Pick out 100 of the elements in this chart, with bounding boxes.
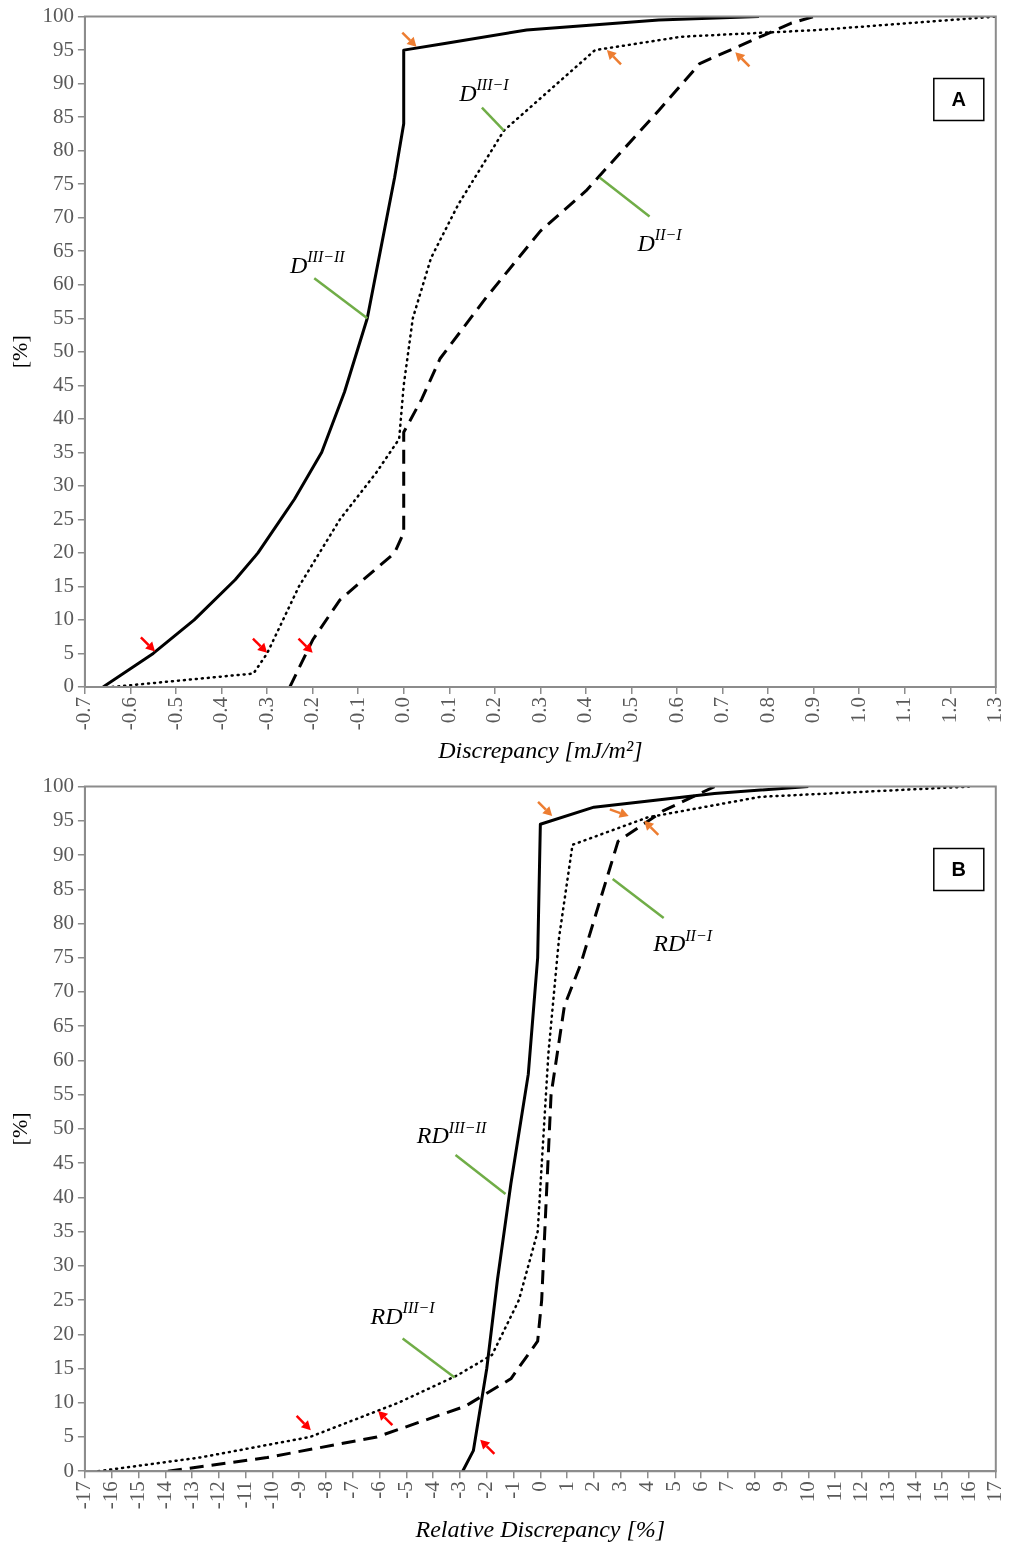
x-tick-label: -1 bbox=[500, 1481, 525, 1499]
y-tick-label: 40 bbox=[52, 405, 74, 430]
x-tick-label: -12 bbox=[205, 1481, 230, 1510]
x-tick-label: 14 bbox=[901, 1480, 926, 1503]
x-tick-label: 4 bbox=[634, 1480, 659, 1492]
y-tick-label: 85 bbox=[52, 875, 74, 900]
y-tick-label: 100 bbox=[42, 773, 74, 798]
y-tick-label: 15 bbox=[52, 1355, 74, 1380]
x-tick-label: 8 bbox=[741, 1481, 766, 1492]
x-tick-label: 11 bbox=[821, 1481, 846, 1502]
x-tick-label: -7 bbox=[339, 1481, 364, 1499]
y-tick-label: 90 bbox=[52, 70, 74, 95]
x-tick-label: 5 bbox=[660, 1481, 685, 1492]
y-tick-label: 45 bbox=[52, 1149, 74, 1174]
x-tick-label: 1.2 bbox=[936, 696, 961, 724]
y-tick-label: 30 bbox=[52, 472, 74, 497]
x-tick-label: 0.2 bbox=[481, 696, 506, 724]
x-tick-label: 0.6 bbox=[663, 696, 688, 724]
x-tick-label: -0.5 bbox=[162, 696, 187, 731]
x-tick-label: 0.7 bbox=[709, 696, 734, 724]
x-tick-label: 0.3 bbox=[526, 696, 551, 724]
y-tick-label: 50 bbox=[52, 1115, 74, 1140]
y-tick-label: 20 bbox=[52, 1320, 74, 1345]
x-tick-label: 6 bbox=[687, 1481, 712, 1492]
y-tick-label: 85 bbox=[52, 103, 74, 128]
y-tick-label: 95 bbox=[52, 36, 74, 61]
x-tick-label: -10 bbox=[258, 1481, 283, 1510]
x-tick-label: -0.4 bbox=[208, 696, 233, 731]
y-tick-label: 55 bbox=[52, 304, 74, 329]
x-tick-label: -8 bbox=[312, 1481, 337, 1499]
x-tick-label: -4 bbox=[419, 1480, 444, 1499]
y-tick-label: 10 bbox=[52, 1389, 74, 1414]
annotation: B bbox=[951, 858, 967, 881]
x-axis-title: Relative Discrepancy [%] bbox=[414, 1515, 666, 1542]
y-tick-label: 40 bbox=[52, 1183, 74, 1208]
y-tick-label: 45 bbox=[52, 371, 74, 396]
y-tick-label: 75 bbox=[52, 944, 74, 969]
x-tick-label: 1 bbox=[553, 1481, 578, 1492]
y-tick-label: 25 bbox=[52, 1286, 74, 1311]
x-tick-label: -11 bbox=[232, 1481, 257, 1509]
y-tick-label: 90 bbox=[52, 841, 74, 866]
y-tick-label: 35 bbox=[52, 1218, 74, 1243]
x-tick-label: -5 bbox=[392, 1481, 417, 1499]
x-tick-label: -0.3 bbox=[253, 696, 278, 731]
x-tick-label: 0.8 bbox=[754, 696, 779, 724]
y-tick-label: 60 bbox=[52, 1046, 74, 1071]
y-tick-label: 60 bbox=[52, 271, 74, 296]
y-tick-label: 80 bbox=[52, 910, 74, 935]
y-tick-label: 70 bbox=[52, 204, 74, 229]
y-axis-title: [%] bbox=[6, 335, 32, 369]
x-tick-label: 0.5 bbox=[617, 696, 642, 724]
x-tick-label: -0.7 bbox=[71, 696, 96, 731]
y-tick-label: 100 bbox=[42, 3, 74, 28]
x-tick-label: 0 bbox=[526, 1481, 551, 1492]
y-tick-label: 75 bbox=[52, 170, 74, 195]
x-tick-label: -17 bbox=[71, 1481, 96, 1510]
x-tick-label: 15 bbox=[928, 1481, 953, 1503]
x-tick-label: 1.0 bbox=[845, 696, 870, 724]
y-tick-label: 50 bbox=[52, 338, 74, 363]
y-tick-label: 0 bbox=[63, 673, 74, 698]
y-axis-title: [%] bbox=[6, 1112, 32, 1146]
x-tick-label: 1.1 bbox=[891, 696, 916, 724]
x-tick-label: -6 bbox=[366, 1481, 391, 1499]
y-tick-label: 10 bbox=[52, 606, 74, 631]
x-tick-label: -0.6 bbox=[116, 696, 141, 731]
y-tick-label: 20 bbox=[52, 539, 74, 564]
y-tick-label: 5 bbox=[63, 639, 74, 664]
x-tick-label: -0.2 bbox=[299, 696, 324, 731]
x-axis-title: Discrepancy [mJ/m²] bbox=[437, 736, 643, 763]
x-tick-label: 0.4 bbox=[572, 696, 597, 724]
x-tick-label: 13 bbox=[875, 1481, 900, 1503]
y-tick-label: 5 bbox=[63, 1423, 74, 1448]
x-tick-label: -0.1 bbox=[344, 696, 369, 731]
x-tick-label: -13 bbox=[178, 1481, 203, 1510]
x-tick-label: 12 bbox=[848, 1481, 873, 1503]
x-tick-label: 0.9 bbox=[800, 696, 825, 724]
y-tick-label: 25 bbox=[52, 505, 74, 530]
y-tick-label: 15 bbox=[52, 572, 74, 597]
x-tick-label: -3 bbox=[446, 1481, 471, 1499]
x-tick-label: 16 bbox=[955, 1481, 980, 1503]
x-tick-label: -9 bbox=[285, 1481, 310, 1499]
x-tick-label: 7 bbox=[714, 1481, 739, 1492]
y-tick-label: 35 bbox=[52, 438, 74, 463]
y-tick-label: 30 bbox=[52, 1252, 74, 1277]
x-tick-label: -2 bbox=[473, 1481, 498, 1499]
x-tick-label: -15 bbox=[125, 1481, 149, 1510]
annotation: A bbox=[951, 88, 967, 111]
y-tick-label: 80 bbox=[52, 137, 74, 162]
x-tick-label: 1.3 bbox=[982, 696, 1007, 724]
y-tick-label: 55 bbox=[52, 1081, 74, 1106]
x-tick-label: 2 bbox=[580, 1481, 605, 1492]
x-tick-label: 10 bbox=[794, 1481, 819, 1503]
y-tick-label: 65 bbox=[52, 1012, 74, 1037]
x-tick-label: 9 bbox=[767, 1481, 792, 1492]
x-tick-label: 0.1 bbox=[435, 696, 460, 724]
x-tick-label: 17 bbox=[982, 1481, 1007, 1503]
y-tick-label: 65 bbox=[52, 237, 74, 262]
x-tick-label: 0.0 bbox=[390, 696, 415, 724]
x-tick-label: -14 bbox=[151, 1480, 176, 1510]
x-tick-label: 3 bbox=[607, 1481, 632, 1492]
